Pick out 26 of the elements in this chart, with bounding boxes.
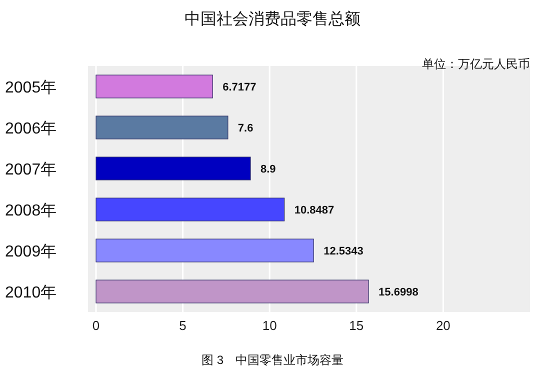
bar [96,74,213,98]
y-tick-label: 2005年 [5,80,57,96]
y-tick-label: 2009年 [5,244,57,260]
data-label: 10.8487 [294,204,334,216]
caption: 图 3 中国零售业市场容量 [201,353,344,367]
x-tick-label: 20 [436,318,450,333]
y-tick-label: 2007年 [5,162,57,178]
y-tick-label: 2006年 [5,120,57,138]
bar [96,198,285,222]
data-label: 12.5343 [324,246,364,258]
annotation: 单位：万亿元人民币 [422,57,530,71]
bar [96,280,369,304]
bar [96,116,228,140]
x-tick-label: 5 [179,318,186,333]
data-label: 15.6998 [378,286,418,298]
y-tick-label: 2008年 [5,202,57,220]
bar [96,238,314,262]
chart-title: 中国社会消费品零售总额 [184,10,360,28]
data-label: 7.6 [238,122,254,134]
data-label: 8.9 [260,164,276,176]
y-tick-label: 2010年 [5,284,57,302]
x-tick-label: 0 [92,318,100,333]
x-tick-label: 15 [349,318,364,333]
data-label: 6.7177 [222,82,256,94]
bar [96,156,251,180]
x-tick-label: 10 [262,318,277,333]
